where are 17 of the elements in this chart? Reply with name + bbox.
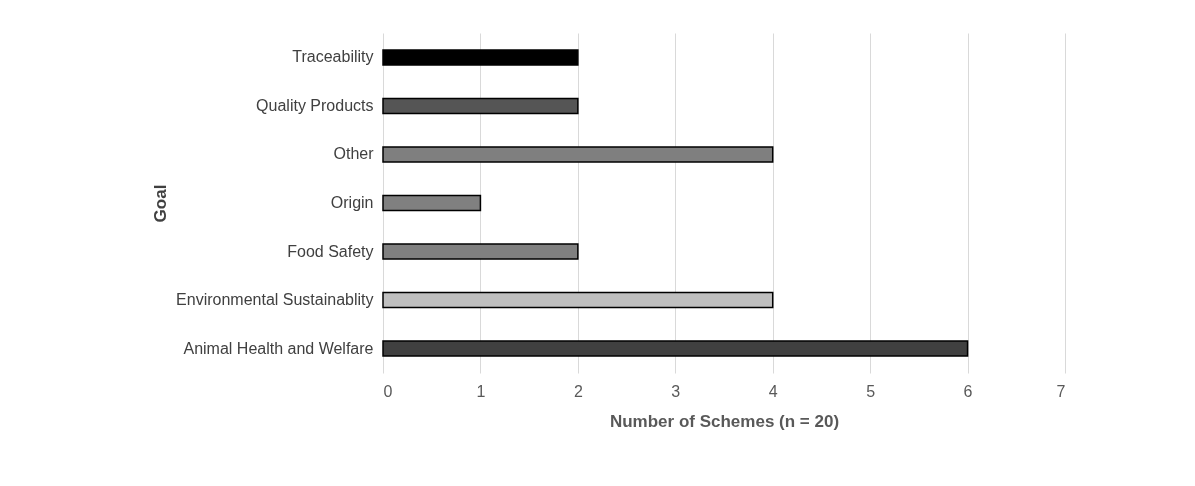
x-axis-title: Number of Schemes (n = 20) [609, 411, 840, 431]
y-tick-label: Animal Health and Welfare [183, 339, 374, 357]
x-tick-label: 7 [1056, 382, 1066, 400]
x-tick-label: 6 [963, 382, 973, 400]
y-tick-label: Traceability [292, 48, 374, 66]
y-tick-label: Quality Products [256, 97, 374, 114]
x-tick-label: 2 [573, 382, 583, 400]
y-tick-label: Other [333, 145, 375, 163]
x-tick-label: 3 [671, 382, 681, 400]
y-tick-label: Origin [330, 194, 374, 211]
y-tick-label: Environmental Sustainablity [176, 291, 374, 308]
x-tick-label: 4 [768, 382, 778, 400]
y-tick-label: Food Safety [287, 242, 374, 260]
x-tick-label: 0 [383, 382, 393, 400]
x-tick-label: 1 [476, 382, 486, 400]
x-tick-label: 5 [866, 382, 876, 400]
y-axis-title: Goal [150, 184, 170, 223]
